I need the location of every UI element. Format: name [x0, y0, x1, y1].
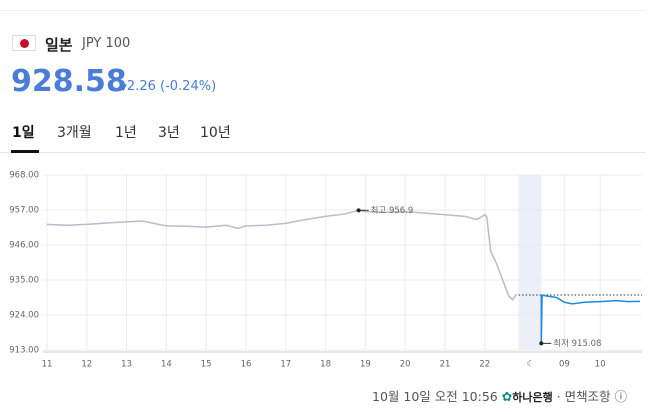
- change-value: 2.26: [126, 79, 156, 94]
- divider: [0, 10, 646, 11]
- x-tick-label: 14: [161, 360, 172, 370]
- annotation-marker: [539, 341, 544, 346]
- y-tick-label: 935.00: [9, 276, 39, 286]
- y-tick-label: 968.00: [9, 171, 39, 181]
- currency-code: JPY 100: [82, 36, 131, 51]
- flag: [12, 35, 36, 51]
- x-tick-label: 21: [440, 360, 451, 370]
- line: [46, 209, 518, 301]
- tab[interactable]: 1년: [115, 125, 137, 141]
- tab[interactable]: 3개월: [57, 125, 92, 141]
- tab[interactable]: 10년: [200, 125, 231, 141]
- x-tick-label: 22: [479, 360, 490, 370]
- x-tick-label: 19: [360, 360, 371, 370]
- x-tick-label: 11: [42, 360, 53, 370]
- annotation-marker: [356, 208, 361, 213]
- price: 928.58: [11, 64, 127, 99]
- y-tick-label: 913.00: [9, 346, 39, 356]
- currency-name: 일본: [45, 36, 73, 54]
- bank: 하나은행: [512, 391, 553, 404]
- y-tick-label: 957.00: [9, 206, 39, 216]
- x-tick-label: 18: [320, 360, 331, 370]
- disclaimer[interactable]: 면책조항: [564, 389, 611, 404]
- tab-underline: [11, 150, 39, 153]
- timestamp: 10월 10일 오전 10:56: [372, 389, 498, 404]
- annotation-label: 최고 956.9: [371, 205, 414, 216]
- tab[interactable]: 3년: [158, 125, 180, 141]
- x-tick-label: 17: [280, 360, 291, 370]
- y-tick-label: 946.00: [9, 241, 39, 251]
- footer: 10월 10일 오전 10:56 ✿하나은행 · 면책조항 ⓘ: [372, 389, 628, 404]
- annotation-label: 최저 915.08: [553, 338, 601, 349]
- divider: [0, 152, 646, 153]
- tab[interactable]: 1일: [12, 125, 35, 141]
- x-tick-label: 16: [241, 360, 252, 370]
- y-tick-label: 924.00: [9, 311, 39, 321]
- chart: 913.00 924.00 935.00 946.00 957.00 968.00 11 12…: [9, 171, 642, 370]
- moon-icon: ☾: [527, 360, 535, 370]
- line: [540, 294, 641, 344]
- x-tick-label: 13: [121, 360, 132, 370]
- x-tick-label: 10: [595, 360, 606, 370]
- x-tick-label: 15: [201, 360, 212, 370]
- night-band: [518, 175, 542, 350]
- x-tick-label: 12: [81, 360, 92, 370]
- change-pct: (-0.24%): [160, 79, 217, 94]
- x-tick-label: 09: [559, 360, 570, 370]
- change: ▼2.26 (-0.24%): [120, 79, 217, 94]
- x-tick-label: 20: [400, 360, 411, 370]
